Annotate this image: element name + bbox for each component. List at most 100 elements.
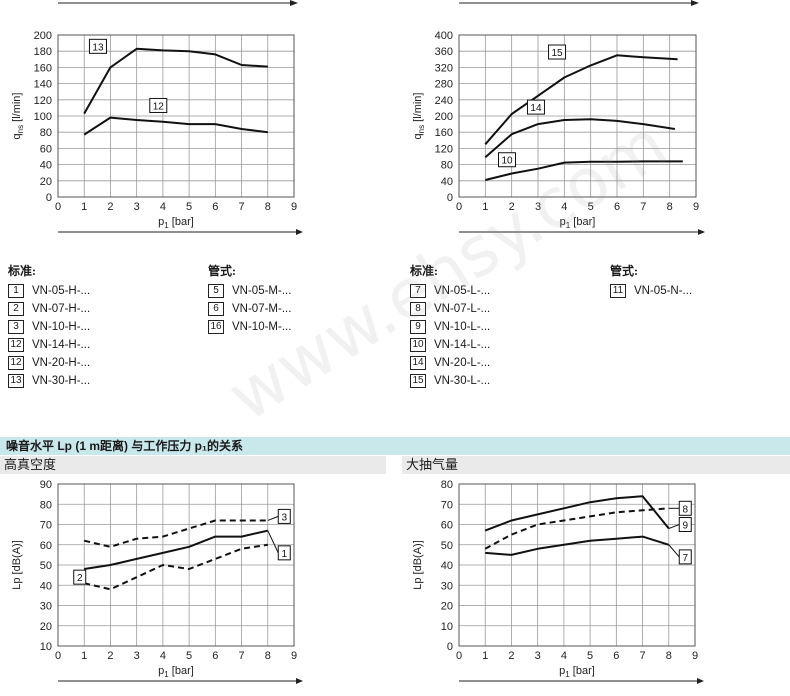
legend-number-box: 12 bbox=[8, 356, 24, 370]
series-label-9: 9 bbox=[682, 521, 688, 532]
legend-number-box: 14 bbox=[410, 356, 426, 370]
x-tick-label: 6 bbox=[614, 201, 620, 213]
legend-item: 5 VN-05-M-... bbox=[208, 282, 291, 300]
x-tick-label: 3 bbox=[134, 650, 140, 662]
legend-number-box: 10 bbox=[410, 338, 426, 352]
x-tick-label: 9 bbox=[693, 201, 699, 213]
x-axis-label: p1 [bar] bbox=[158, 216, 194, 230]
series-line-14 bbox=[484, 118, 676, 159]
legend-number-box: 13 bbox=[8, 374, 24, 388]
series-label-leader bbox=[267, 530, 279, 554]
x-tick-label: 8 bbox=[265, 650, 271, 662]
series-label-box bbox=[678, 500, 692, 516]
y-axis-label: Lp [dB(A)] bbox=[412, 540, 424, 590]
y-tick-label: 60 bbox=[441, 520, 453, 532]
y-tick-label: 40 bbox=[40, 580, 52, 592]
y-tick-label: 40 bbox=[441, 176, 453, 188]
axis-arrow-head bbox=[698, 229, 705, 235]
x-tick-label: 6 bbox=[212, 201, 218, 213]
legend-number-box: 8 bbox=[410, 302, 426, 316]
legend-text: VN-05-H-... bbox=[32, 285, 91, 297]
plot-frame bbox=[458, 483, 696, 647]
y-tick-label: 60 bbox=[40, 143, 52, 155]
x-tick-label: 3 bbox=[535, 650, 541, 662]
y-tick-label: 100 bbox=[34, 111, 52, 123]
top-arrow-left bbox=[58, 0, 298, 6]
legend-text: VN-30-L-... bbox=[434, 375, 491, 387]
series-label-3: 3 bbox=[281, 512, 287, 523]
series-label-13: 13 bbox=[92, 42, 104, 53]
plot-frame bbox=[458, 34, 697, 198]
legend-text: VN-20-H-... bbox=[32, 357, 91, 369]
x-tick-label: 0 bbox=[456, 201, 462, 213]
x-tick-label: 0 bbox=[456, 650, 462, 662]
series-label-leader bbox=[267, 515, 279, 521]
series-label-box bbox=[498, 152, 516, 168]
series-label-leader bbox=[668, 524, 680, 530]
series-label-7: 7 bbox=[682, 553, 688, 564]
series-label-10: 10 bbox=[501, 156, 513, 167]
y-tick-label: 120 bbox=[435, 143, 453, 155]
x-tick-label: 8 bbox=[667, 201, 673, 213]
legend-item: 16 VN-10-M-... bbox=[208, 318, 291, 336]
x-tick-label: 4 bbox=[160, 650, 166, 662]
x-tick-label: 7 bbox=[238, 650, 244, 662]
y-tick-label: 240 bbox=[435, 95, 453, 107]
legend-standard-l: 标准: 7 VN-05-L-... 8 VN-07-L-... 9 VN-10-L-...… bbox=[410, 262, 490, 390]
axis-arrow-head bbox=[697, 678, 704, 684]
series-label-14: 14 bbox=[530, 103, 542, 114]
y-tick-label: 80 bbox=[441, 160, 453, 172]
y-tick-label: 200 bbox=[34, 30, 52, 42]
x-tick-label: 2 bbox=[509, 201, 515, 213]
y-tick-label: 40 bbox=[40, 160, 52, 172]
x-tick-label: 3 bbox=[535, 201, 541, 213]
section-title: 噪音水平 Lp (1 m距离) 与工作压力 p₁的关系 bbox=[0, 437, 790, 455]
legend-item: 12 VN-14-H-... bbox=[8, 336, 90, 354]
legend-item: 12 VN-20-H-... bbox=[8, 354, 90, 372]
legend-item: 1 VN-05-H-... bbox=[8, 282, 90, 300]
y-axis-label: qns [l/min] bbox=[11, 93, 25, 140]
series-line-13 bbox=[83, 47, 268, 115]
x-tick-label: 3 bbox=[134, 201, 140, 213]
x-tick-label: 7 bbox=[238, 201, 244, 213]
y-tick-label: 50 bbox=[40, 560, 52, 572]
legend-item: 6 VN-07-M-... bbox=[208, 300, 291, 318]
x-tick-label: 0 bbox=[55, 201, 61, 213]
legend-standard-h: 标准: 1 VN-05-H-... 2 VN-07-H-... 3 VN-10-H-...… bbox=[8, 262, 90, 390]
x-tick-label: 9 bbox=[692, 650, 698, 662]
top-arrow-right bbox=[459, 0, 699, 6]
y-tick-label: 400 bbox=[435, 30, 453, 42]
y-tick-label: 180 bbox=[34, 46, 52, 58]
y-tick-label: 50 bbox=[441, 540, 453, 552]
x-tick-label: 4 bbox=[160, 201, 166, 213]
axis-arrow-head bbox=[296, 678, 303, 684]
y-tick-label: 40 bbox=[441, 560, 453, 572]
y-tick-label: 70 bbox=[40, 520, 52, 532]
y-tick-label: 20 bbox=[441, 601, 453, 613]
x-tick-label: 4 bbox=[561, 650, 567, 662]
series-label-leader bbox=[668, 544, 680, 558]
y-axis-label: qns [l/min] bbox=[412, 93, 426, 140]
series-line-10 bbox=[485, 160, 683, 181]
legend-item: 8 VN-07-L-... bbox=[410, 300, 490, 318]
y-tick-label: 200 bbox=[435, 111, 453, 123]
legend-number-box: 12 bbox=[8, 338, 24, 352]
legend-text: VN-05-L-... bbox=[434, 285, 491, 297]
x-tick-label: 0 bbox=[55, 650, 61, 662]
series-label-box bbox=[73, 569, 87, 585]
y-axis-label: Lp [dB(A)] bbox=[11, 540, 23, 590]
legend-text: VN-07-H-... bbox=[32, 303, 91, 315]
noise-chart-high-flow: 0 1 2 3 4 5 6 7 8 9 0 10 20 30 40 50 60 70 80 p1 [bar] Lp [d… bbox=[412, 479, 704, 684]
legend-number-box: 16 bbox=[208, 320, 224, 334]
legend-pipe-m: 管式: 5 VN-05-M-... 6 VN-07-M-... 16 VN-10-M-..… bbox=[208, 262, 291, 336]
y-tick-label: 0 bbox=[447, 192, 453, 204]
x-axis-label: p1 [bar] bbox=[559, 665, 595, 679]
series-line-2 bbox=[83, 543, 268, 591]
y-tick-label: 30 bbox=[441, 580, 453, 592]
legend-item: 13 VN-30-H-... bbox=[8, 372, 90, 390]
y-tick-label: 60 bbox=[40, 540, 52, 552]
legend-title-pipe: 管式: bbox=[208, 264, 236, 278]
axis-arrow-head bbox=[296, 229, 303, 235]
legend-text: VN-07-L-... bbox=[434, 303, 491, 315]
legend-number-box: 11 bbox=[610, 284, 626, 298]
